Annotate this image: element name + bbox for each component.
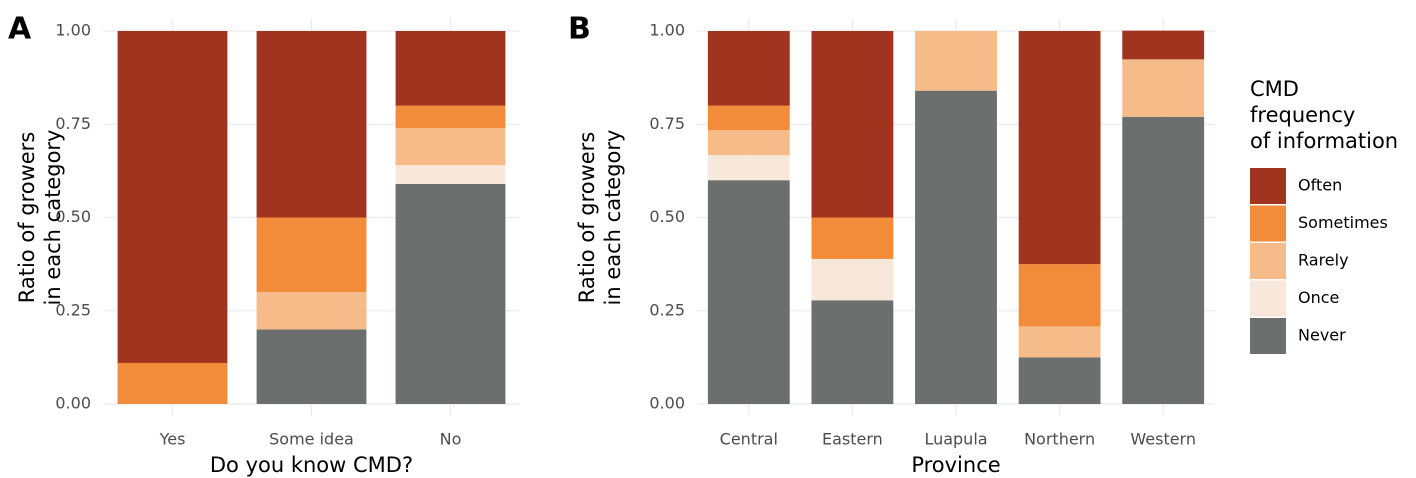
y-axis-title: in each category xyxy=(41,130,65,306)
y-tick-label: 0.75 xyxy=(649,114,685,133)
legend-swatch xyxy=(1250,318,1286,354)
y-axis-title: Ratio of growers xyxy=(575,132,599,304)
bar-segment xyxy=(1122,116,1205,404)
y-tick-label: 0.75 xyxy=(55,114,91,133)
bar-segment xyxy=(811,217,894,259)
bar-segment xyxy=(1018,357,1101,404)
x-tick-label: Central xyxy=(720,430,778,449)
bar-segment xyxy=(117,362,228,404)
legend-swatch xyxy=(1250,205,1286,242)
legend-label: Once xyxy=(1298,288,1339,307)
bar-segment xyxy=(811,31,894,218)
bar-segment xyxy=(395,105,506,128)
bar-segment xyxy=(117,31,228,363)
bar-segment xyxy=(707,155,790,181)
y-tick-label: 0.50 xyxy=(55,207,91,226)
x-tick-label: Western xyxy=(1130,430,1196,449)
legend-swatch xyxy=(1250,168,1286,204)
bar-segment xyxy=(707,105,790,131)
panel-label: A xyxy=(8,12,32,47)
x-axis-title: Province xyxy=(911,453,1000,477)
legend-title: frequency xyxy=(1250,103,1355,127)
bar-segment xyxy=(1018,326,1101,358)
x-tick-label: Northern xyxy=(1024,430,1095,449)
y-tick-label: 0.00 xyxy=(55,394,91,413)
x-tick-label: Eastern xyxy=(822,430,883,449)
bar-segment xyxy=(256,31,367,218)
x-axis-title: Do you know CMD? xyxy=(210,453,413,477)
legend-label: Rarely xyxy=(1298,251,1349,270)
bar-segment xyxy=(707,130,790,156)
x-tick-label: Luapula xyxy=(924,430,987,449)
bar-segment xyxy=(1122,30,1205,60)
bar-segment xyxy=(395,165,506,184)
bar-segment xyxy=(395,127,506,166)
legend-label: Sometimes xyxy=(1298,213,1388,232)
bar-segment xyxy=(395,183,506,404)
y-tick-label: 0.25 xyxy=(649,300,685,319)
bar-segment xyxy=(395,31,506,106)
y-axis-title: Ratio of growers xyxy=(15,132,39,304)
panel-label: B xyxy=(568,12,591,47)
legend-swatch xyxy=(1250,243,1286,279)
x-tick-label: No xyxy=(440,430,462,449)
bar-segment xyxy=(1018,31,1101,265)
legend-swatch xyxy=(1250,280,1286,317)
bar-segment xyxy=(256,217,367,293)
y-tick-label: 0.50 xyxy=(649,207,685,226)
legend-title: CMD xyxy=(1250,77,1299,101)
bar-segment xyxy=(256,329,367,404)
bar-segment xyxy=(915,31,997,91)
bar-segment xyxy=(915,90,997,405)
bar-segment xyxy=(811,300,894,404)
legend-title: of information xyxy=(1250,129,1398,153)
bar-segment xyxy=(707,180,790,404)
bar-segment xyxy=(1122,59,1205,117)
y-tick-label: 0.25 xyxy=(55,300,91,319)
y-tick-label: 1.00 xyxy=(649,21,685,40)
y-tick-label: 1.00 xyxy=(55,21,91,40)
legend-label: Often xyxy=(1298,176,1342,195)
y-tick-label: 0.00 xyxy=(649,394,685,413)
legend-label: Never xyxy=(1298,326,1346,345)
bar-segment xyxy=(811,258,894,301)
y-axis-title: in each category xyxy=(601,130,625,306)
bar-segment xyxy=(1018,264,1101,327)
bar-segment xyxy=(256,292,367,330)
x-tick-label: Some idea xyxy=(269,430,354,449)
bar-segment xyxy=(707,31,790,106)
x-tick-label: Yes xyxy=(159,430,186,449)
